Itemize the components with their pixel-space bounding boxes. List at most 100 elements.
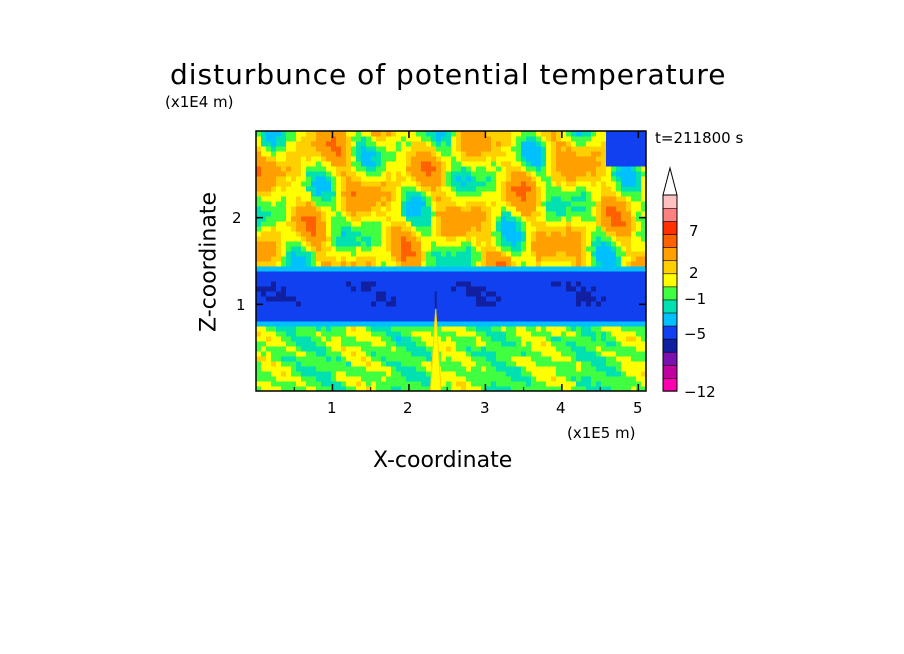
heatmap-cell [391,261,397,267]
heatmap-cell [371,171,377,177]
heatmap-cell [481,281,487,287]
heatmap-cell [331,376,337,382]
heatmap-cell [501,206,507,212]
heatmap-cell [276,366,282,372]
heatmap-cell [481,256,487,262]
heatmap-cell [416,301,422,307]
heatmap-cell [441,191,447,197]
heatmap-cell [611,191,617,197]
heatmap-cell [581,281,587,287]
heatmap-cell [441,181,447,187]
heatmap-cell [626,161,632,167]
heatmap-cell [451,336,457,342]
heatmap-cell [481,376,487,382]
heatmap-cell [561,151,567,157]
heatmap-cell [336,151,342,157]
heatmap-cell [311,136,317,142]
heatmap-cell [271,161,277,167]
heatmap-cell [621,246,627,252]
heatmap-cell [386,301,392,307]
heatmap-cell [421,171,427,177]
heatmap-cell [571,291,577,297]
colorbar-segment [662,325,678,340]
heatmap-cell [371,136,377,142]
heatmap-cell [266,241,272,247]
heatmap-cell [471,276,477,282]
heatmap-cell [451,131,457,137]
heatmap-cell [611,241,617,247]
heatmap-cell [401,271,407,277]
heatmap-cell [631,136,637,142]
heatmap-cell [371,316,377,322]
heatmap-cell [431,281,437,287]
heatmap-cell [536,231,542,237]
heatmap-cell [526,136,532,142]
heatmap-cell [371,321,377,327]
heatmap-cell [326,266,332,272]
heatmap-cell [261,271,267,277]
heatmap-cell [606,326,612,332]
heatmap-cell [321,286,327,292]
heatmap-cell [321,341,327,347]
heatmap-cell [256,136,262,142]
heatmap-cell [356,161,362,167]
heatmap-cell [411,176,417,182]
heatmap-cell [536,256,542,262]
heatmap-cell [281,226,287,232]
heatmap-cell [441,286,447,292]
heatmap-cell [276,196,282,202]
heatmap-cell [386,151,392,157]
colorbar-frame [662,194,678,392]
heatmap-cell [396,161,402,167]
heatmap-cell [561,256,567,262]
heatmap-cell [541,231,547,237]
heatmap-cell [506,261,512,267]
heatmap-cell [446,346,452,352]
heatmap-cell [356,261,362,267]
heatmap-cell [591,236,597,242]
heatmap-cell [356,156,362,162]
heatmap-cell [461,246,467,252]
heatmap-cell [436,316,442,322]
heatmap-cell [566,136,572,142]
heatmap-cell [471,281,477,287]
heatmap-cell [256,256,262,262]
heatmap-cell [621,271,627,277]
heatmap-cell [531,331,537,337]
heatmap-cell [336,131,342,137]
heatmap-cell [636,261,642,267]
heatmap-cell [336,241,342,247]
heatmap-cell [561,196,567,202]
heatmap-cell [441,321,447,327]
heatmap-cell [491,291,497,297]
heatmap-cell [366,211,372,217]
heatmap-cell [346,341,352,347]
heatmap-cell [461,196,467,202]
heatmap-cell [346,156,352,162]
heatmap-cell [286,376,292,382]
heatmap-cell [361,241,367,247]
heatmap-cell [601,256,607,262]
heatmap-cell [406,166,412,172]
heatmap-cell [306,211,312,217]
heatmap-cell [421,131,427,137]
heatmap-cell [261,301,267,307]
heatmap-cell [616,296,622,302]
heatmap-cell [571,356,577,362]
heatmap-cell [531,156,537,162]
heatmap-cell [601,196,607,202]
heatmap-cell [526,181,532,187]
heatmap-cell [406,341,412,347]
heatmap-cell [281,341,287,347]
heatmap-cell [276,246,282,252]
heatmap-cell [256,186,262,192]
heatmap-cell [346,186,352,192]
heatmap-cell [426,276,432,282]
heatmap-cell [446,201,452,207]
heatmap-cell [531,266,537,272]
heatmap-cell [576,146,582,152]
heatmap-cell [586,251,592,257]
heatmap-cell [531,241,537,247]
heatmap-cell [306,166,312,172]
heatmap-cell [461,331,467,337]
